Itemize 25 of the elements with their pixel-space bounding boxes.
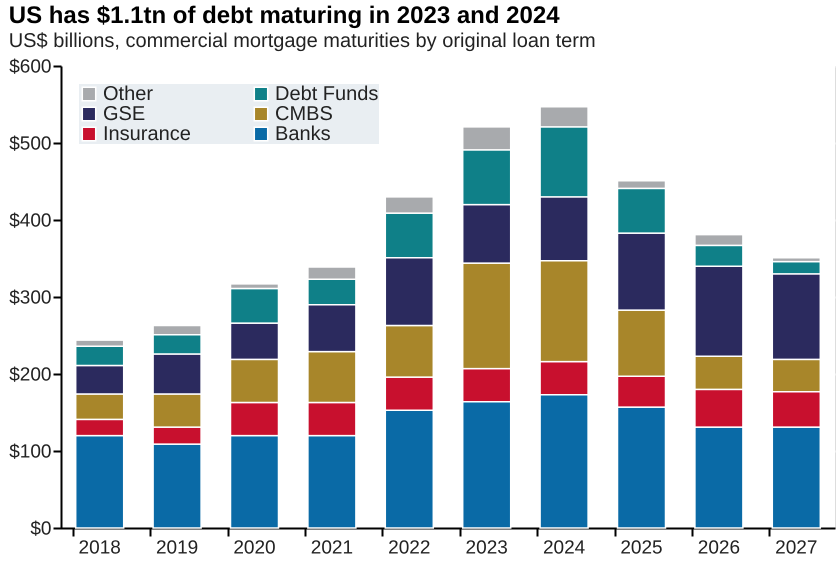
legend-label: GSE (103, 103, 146, 125)
y-tick-label: $300 (9, 288, 52, 308)
legend-label: Other (103, 83, 154, 105)
legend-label: CMBS (275, 103, 333, 125)
chart-subtitle: US$ billions, commercial mortgage maturities by original loan term (8, 30, 596, 52)
legend-label: Banks (275, 123, 331, 145)
y-tick-label: $600 (9, 56, 52, 78)
x-tick-label: 2019 (156, 538, 198, 558)
x-tick-label: 2022 (388, 538, 430, 558)
x-tick-label: 2021 (310, 538, 354, 558)
y-tick-label: $500 (9, 134, 52, 154)
y-tick-label: $100 (9, 442, 52, 462)
legend-label: Insurance (103, 123, 191, 145)
x-tick-label: 2020 (233, 538, 276, 558)
x-tick-label: 2024 (542, 538, 586, 558)
x-tick-label: 2026 (698, 538, 740, 558)
x-tick-label: 2018 (78, 538, 121, 558)
x-tick-label: 2025 (620, 538, 663, 558)
y-tick-label: $400 (9, 210, 52, 232)
y-tick-label: $0 (30, 518, 52, 540)
x-tick-label: 2027 (775, 538, 818, 558)
chart-title: US has $1.1tn of debt maturing in 2023 and 2024 (8, 2, 560, 29)
x-tick-label: 2023 (466, 538, 508, 558)
legend-label: Debt Funds (275, 83, 378, 105)
y-tick-label: $200 (9, 364, 52, 386)
